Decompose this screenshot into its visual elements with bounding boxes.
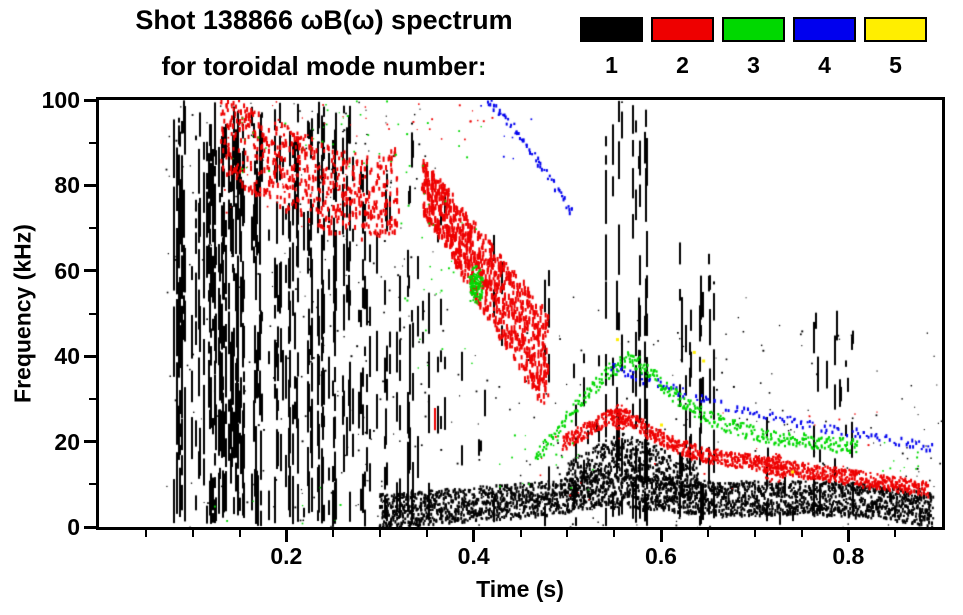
y-major-tick — [84, 98, 96, 102]
y-major-tick — [84, 269, 96, 273]
legend-label-n5: 5 — [889, 52, 902, 78]
y-minor-tick — [89, 483, 96, 486]
x-minor-tick — [379, 530, 381, 537]
x-minor-tick — [332, 530, 335, 537]
x-minor-tick — [753, 530, 756, 537]
y-tick-label: 100 — [41, 87, 80, 113]
legend — [580, 17, 927, 42]
y-tick-label: 40 — [54, 343, 80, 370]
legend-label-n4: 4 — [818, 52, 831, 78]
legend-swatch-n2 — [651, 17, 714, 42]
legend-swatch-n5 — [864, 17, 927, 42]
x-tick-label: 0.8 — [832, 543, 865, 569]
y-tick-label: 80 — [54, 172, 80, 199]
y-minor-tick — [89, 397, 96, 400]
legend-swatch-n1 — [580, 17, 643, 42]
y-minor-tick — [89, 141, 96, 144]
y-major-tick — [84, 525, 96, 529]
x-minor-tick — [613, 530, 616, 537]
x-minor-tick — [706, 530, 709, 537]
x-minor-tick — [191, 530, 194, 537]
y-tick-label: 60 — [54, 257, 80, 284]
x-major-tick — [284, 530, 288, 542]
spectrogram-plot — [99, 100, 942, 527]
x-minor-tick — [894, 530, 897, 537]
chart-title: Shot 138866 ωB(ω) spectrum — [135, 5, 513, 35]
x-minor-tick — [144, 530, 147, 537]
y-major-tick — [84, 354, 96, 358]
y-major-tick — [84, 440, 96, 444]
y-minor-tick — [89, 312, 96, 315]
legend-swatch-n3 — [722, 17, 785, 42]
x-minor-tick — [519, 530, 522, 537]
x-axis-label: Time (s) — [476, 576, 564, 602]
x-minor-tick — [800, 530, 803, 537]
x-tick-label: 0.4 — [457, 543, 490, 569]
y-minor-tick — [89, 227, 96, 230]
x-minor-tick — [425, 530, 428, 537]
y-axis-label: Frequency (kHz) — [9, 224, 36, 403]
legend-mode-numbers: 1 2 3 4 5 — [580, 52, 927, 79]
x-tick-label: 0.6 — [645, 543, 677, 569]
y-major-tick — [84, 183, 96, 187]
legend-label-n1: 1 — [605, 52, 618, 78]
x-major-tick — [472, 530, 476, 542]
x-minor-tick — [566, 530, 569, 537]
x-tick-label: 0.2 — [270, 543, 303, 569]
x-minor-tick — [238, 530, 241, 537]
legend-label-n2: 2 — [676, 52, 689, 78]
chart-subtitle: for toroidal mode number: — [161, 51, 487, 81]
x-major-tick — [846, 530, 850, 542]
y-tick-label: 20 — [54, 428, 80, 455]
legend-swatch-n4 — [793, 17, 856, 42]
x-major-tick — [659, 530, 663, 542]
legend-label-n3: 3 — [747, 52, 760, 78]
y-tick-label: 0 — [67, 514, 80, 540]
